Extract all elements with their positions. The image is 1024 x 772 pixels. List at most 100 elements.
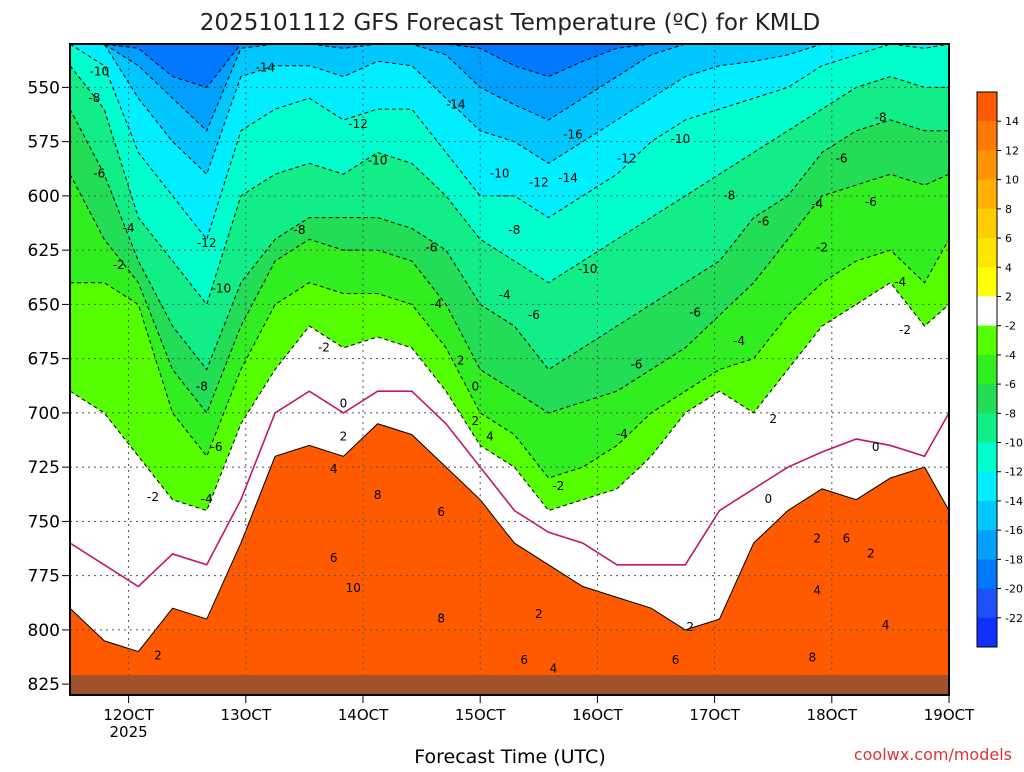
contour-label: 0 xyxy=(764,492,772,506)
contour-label: 2 xyxy=(154,648,162,662)
contour-label: -6 xyxy=(689,306,701,320)
contour-label: 4 xyxy=(550,661,558,675)
contour-label: 4 xyxy=(813,583,821,597)
contour-label: -4 xyxy=(616,427,628,441)
contour-label: -8 xyxy=(88,91,100,105)
contour-label: -6 xyxy=(757,214,769,228)
colorbar-label: -6 xyxy=(1005,378,1016,391)
colorbar-swatch xyxy=(977,559,997,590)
contour-label: -10 xyxy=(212,282,232,296)
colorbar-swatch xyxy=(977,500,997,531)
y-tick-label: 650 xyxy=(28,295,60,315)
contour-label: 8 xyxy=(437,612,445,626)
colorbar-label: 8 xyxy=(1005,203,1012,216)
x-tick-label: 18OCT xyxy=(807,706,858,724)
y-tick-label: 550 xyxy=(28,78,60,98)
fill-below--18 xyxy=(70,44,949,88)
ground-surface xyxy=(70,675,949,695)
contour-label: -6 xyxy=(630,358,642,372)
x-tick-label: 16OCT xyxy=(572,706,623,724)
x-tick-label: 17OCT xyxy=(689,706,740,724)
contour-label: -2 xyxy=(899,323,911,337)
contour-label: -10 xyxy=(89,65,109,79)
y-tick-label: 700 xyxy=(28,404,60,424)
contour-label: -2 xyxy=(816,240,828,254)
y-tick-label: 600 xyxy=(28,187,60,207)
contour-label: -2 xyxy=(147,490,159,504)
y-tick-label: 625 xyxy=(28,241,60,261)
contour-label: 6 xyxy=(672,653,680,667)
contour-label: -14 xyxy=(446,97,466,111)
x-tick-sublabel: 2025 xyxy=(110,723,148,741)
contour-label: 2 xyxy=(769,412,777,426)
contour-label: -6 xyxy=(211,440,223,454)
colorbar-label: 12 xyxy=(1005,144,1019,157)
x-tick-label: 13OCT xyxy=(221,706,272,724)
colorbar-label: -14 xyxy=(1005,495,1023,508)
y-tick-label: 775 xyxy=(28,567,60,587)
colorbar-swatch xyxy=(977,150,997,181)
colorbar-label: -16 xyxy=(1005,524,1023,537)
contour-label: -16 xyxy=(563,128,583,142)
contour-label: 4 xyxy=(486,429,494,443)
contour-label: 6 xyxy=(437,505,445,519)
contour-label: 2 xyxy=(535,607,543,621)
colorbar-label: 6 xyxy=(1005,232,1012,245)
colorbar-label: -18 xyxy=(1005,553,1023,566)
colorbar-label: -2 xyxy=(1005,320,1016,333)
contour-label: 0 xyxy=(471,379,479,393)
contour-label: 10 xyxy=(346,581,361,595)
contour--16 xyxy=(70,44,949,132)
contour-label: -4 xyxy=(430,297,442,311)
contour--6 xyxy=(70,173,949,414)
colorbar-label: 2 xyxy=(1005,290,1012,303)
fill-below--14 xyxy=(70,44,949,175)
colorbar-swatch xyxy=(977,238,997,268)
contour-label: 2 xyxy=(471,414,479,428)
x-tick-label: 19OCT xyxy=(924,706,975,724)
contour-label: 2 xyxy=(867,546,875,560)
contour-label: 4 xyxy=(882,618,890,632)
contour-label: -12 xyxy=(348,117,368,131)
contour-label: 4 xyxy=(330,462,338,476)
x-axis-label: Forecast Time (UTC) xyxy=(414,746,605,768)
contour-label: -4 xyxy=(201,492,213,506)
contour-label: 8 xyxy=(374,488,382,502)
plot-frame xyxy=(69,43,950,696)
contour-label: 6 xyxy=(330,551,338,565)
contour-label: -10 xyxy=(671,132,691,146)
contour-label: 6 xyxy=(843,531,851,545)
contour--10 xyxy=(70,65,949,306)
colorbar-label: -12 xyxy=(1005,466,1023,479)
y-tick-label: 750 xyxy=(28,512,60,532)
contour-label: -8 xyxy=(508,223,520,237)
colorbar-swatch xyxy=(977,121,997,151)
colorbar-swatch xyxy=(977,588,997,619)
contour-label: -8 xyxy=(875,110,887,124)
colorbar-label: -4 xyxy=(1005,349,1016,362)
contour-label: -2 xyxy=(552,479,564,493)
contour-label: 2 xyxy=(340,429,348,443)
gridline-layer xyxy=(70,44,949,695)
colorbar-swatch xyxy=(977,442,997,473)
contour-label: -6 xyxy=(528,308,540,322)
contour-label: -12 xyxy=(529,175,549,189)
colorbar-label: -22 xyxy=(1005,612,1023,625)
contour-label: 2 xyxy=(686,620,694,634)
contour-label: -12 xyxy=(617,152,637,166)
contour-label: 2 xyxy=(457,353,465,367)
contour-label: -8 xyxy=(723,188,735,202)
colorbar-swatch xyxy=(977,92,997,122)
colorbar-swatch xyxy=(977,354,997,385)
y-tick-label: 725 xyxy=(28,458,60,478)
contour-label: -6 xyxy=(93,167,105,181)
contour-label: -10 xyxy=(368,154,388,168)
contour-label: -8 xyxy=(196,379,208,393)
contour-label: -10 xyxy=(490,167,510,181)
colorbar-swatch xyxy=(977,413,997,444)
contour--2 xyxy=(70,282,949,512)
colorbar-swatch xyxy=(977,267,997,297)
contour-label: -6 xyxy=(865,195,877,209)
